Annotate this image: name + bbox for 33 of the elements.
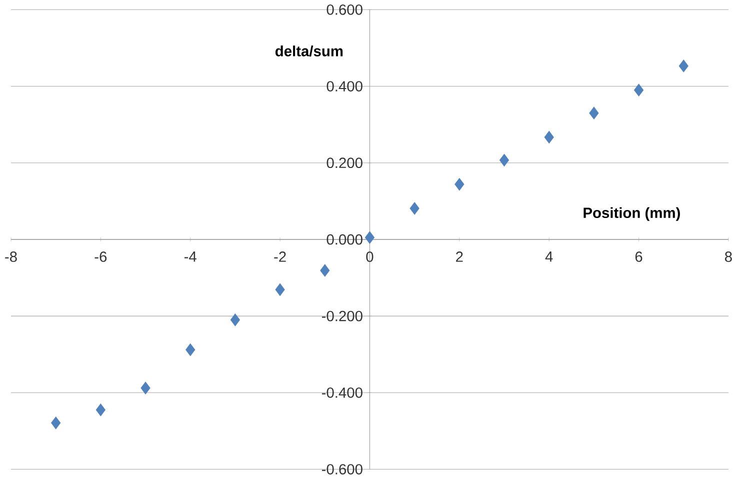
x-tick-label: 8 xyxy=(725,252,732,262)
point xyxy=(678,60,688,72)
x-tick-label: -4 xyxy=(184,252,196,262)
point xyxy=(320,264,330,277)
x-tick-label: 0 xyxy=(366,252,374,262)
point xyxy=(364,231,375,244)
x-tick-label: -6 xyxy=(94,252,107,262)
point xyxy=(589,106,599,120)
point xyxy=(140,382,150,394)
y-tick-label: 0.000 xyxy=(326,234,362,245)
y-tick-label: -0.400 xyxy=(322,388,362,398)
point xyxy=(634,84,644,96)
y-tick-label: -0.600 xyxy=(322,464,362,475)
y-tick-label: -0.200 xyxy=(322,310,362,322)
point xyxy=(96,404,106,416)
x-tick-label: -2 xyxy=(274,252,286,262)
x-tick-label: 4 xyxy=(545,252,553,262)
point xyxy=(410,202,420,215)
y-tick-label: 0.600 xyxy=(326,4,362,15)
x-tick-label: 6 xyxy=(635,252,642,262)
point xyxy=(275,283,285,296)
point xyxy=(499,154,510,167)
point xyxy=(186,344,196,356)
y-axis-title: delta/sum xyxy=(275,46,343,57)
y-tick-label: 0.400 xyxy=(326,81,362,92)
x-tick-label: 2 xyxy=(456,252,463,262)
x-axis-title: Position (mm) xyxy=(584,207,680,221)
x-tick-label: -8 xyxy=(5,252,17,262)
point xyxy=(230,314,240,326)
point xyxy=(454,178,464,191)
point xyxy=(544,130,554,144)
point xyxy=(51,416,61,430)
y-tick-label: 0.200 xyxy=(326,158,362,168)
